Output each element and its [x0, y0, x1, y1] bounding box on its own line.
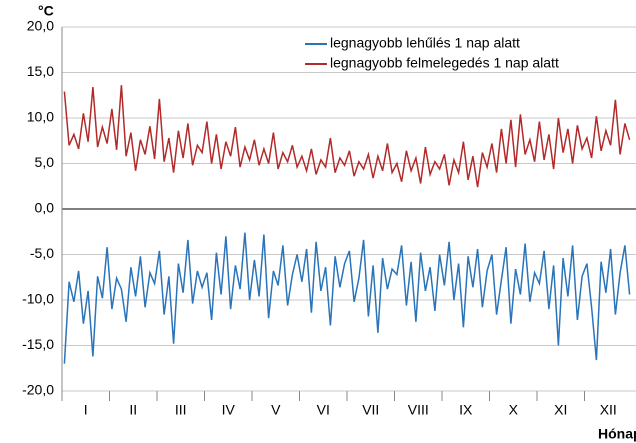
x-tick-label: II — [129, 402, 137, 418]
x-tick-label: IX — [459, 402, 473, 418]
y-tick-label: 0,0 — [35, 200, 55, 216]
series-line — [63, 232, 631, 364]
x-tick-label: X — [509, 402, 519, 418]
x-tick-label: III — [175, 402, 187, 418]
legend-label: legnagyobb felmelegedés 1 nap alatt — [330, 55, 559, 71]
y-tick-label: -5,0 — [30, 245, 54, 261]
y-unit: °C — [38, 3, 54, 19]
y-tick-label: -20,0 — [22, 382, 54, 398]
x-tick-label: VI — [317, 402, 330, 418]
series-line — [63, 85, 631, 188]
x-tick-label: I — [84, 402, 88, 418]
legend-label: legnagyobb lehűlés 1 nap alatt — [330, 35, 520, 51]
x-tick-label: VII — [362, 402, 379, 418]
y-tick-label: -15,0 — [22, 336, 54, 352]
y-tick-label: 20,0 — [27, 18, 54, 34]
x-tick-label: XII — [600, 402, 617, 418]
y-tick-label: 10,0 — [27, 109, 54, 125]
x-tick-label: XI — [554, 402, 567, 418]
x-tick-label: IV — [222, 402, 236, 418]
y-tick-label: 5,0 — [35, 154, 55, 170]
y-tick-label: -10,0 — [22, 291, 54, 307]
x-tick-label: V — [271, 402, 281, 418]
x-axis-label: Hónap — [598, 426, 636, 442]
y-tick-label: 15,0 — [27, 63, 54, 79]
x-tick-label: VIII — [408, 402, 429, 418]
